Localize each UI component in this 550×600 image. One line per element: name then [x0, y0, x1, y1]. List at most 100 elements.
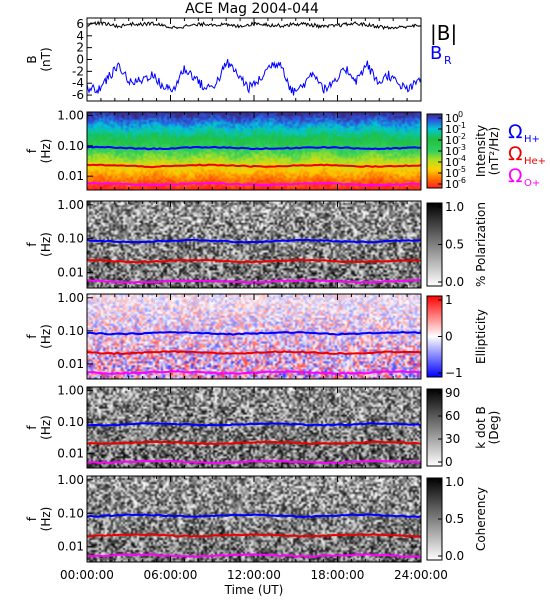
colorbar-tick-exp-1-6: -6	[458, 176, 466, 185]
y-tick-label-4-2: 0.01	[57, 447, 84, 461]
colorbar-tick-label-3-0: 1	[445, 293, 453, 307]
y-tick-label-1-1: 0.10	[57, 139, 84, 153]
spectrogram-3	[87, 294, 421, 379]
spectrogram-5	[87, 476, 421, 562]
spectrogram-1	[87, 112, 421, 190]
series-line-1	[86, 58, 422, 96]
spectrogram-layer	[87, 112, 421, 562]
x-tick-label-4: 24:00:00	[394, 568, 448, 582]
colorbar-label-5: Coherency	[474, 487, 488, 551]
colorbar-tick-exp-1-4: -4	[458, 154, 466, 163]
gyro-line-O+-panel-2	[86, 278, 422, 284]
colorbar-tick-label-1-5: 10	[445, 167, 459, 180]
y-label-2: f	[25, 242, 39, 247]
y-tick-label-4-1: 0.10	[57, 415, 84, 429]
y-tick-label-4-0: 1.00	[57, 384, 84, 398]
gyro-line-H+-panel-1	[86, 145, 422, 151]
legend-BR-sub: R	[444, 54, 452, 67]
colorbar-tick-label-2-1: 0.5	[445, 238, 464, 252]
colorbar-tick-label-5-0: 1.0	[445, 475, 464, 489]
y-tick-label-0-0: 6	[76, 17, 84, 31]
y-unit-4: (Hz)	[39, 415, 53, 440]
x-axis-label: Time (UT)	[224, 583, 284, 597]
colorbar-tick-exp-1-1: -1	[458, 121, 466, 130]
gyro-line-H+-panel-3	[86, 330, 422, 336]
y-label-0: B	[25, 55, 39, 63]
colorbar-label-1: Intensity	[474, 125, 488, 177]
y-tick-label-3-0: 1.00	[57, 291, 84, 305]
legend-ion-0: H+	[524, 134, 540, 145]
x-tick-label-3: 18:00:00	[311, 568, 365, 582]
colorbar-tick-label-1-6: 10	[445, 178, 459, 191]
colorbar-tick-label-5-2: 0.0	[445, 549, 464, 563]
colorbar-tick-label-2-0: 1.0	[445, 200, 464, 214]
y-tick-label-0-5: -4	[72, 76, 84, 90]
y-tick-label-0-2: 2	[76, 41, 84, 55]
legend-omega-0: Ω	[508, 121, 523, 143]
colorbar-label-3: Ellipticity	[474, 309, 488, 364]
colorbar-tick-label-4-1: 60	[445, 409, 460, 423]
gyro-line-He+-panel-5	[86, 533, 422, 538]
colorbar-label-4: k dot B	[474, 406, 488, 448]
frame-layer	[86, 17, 443, 563]
gyro-line-H+-panel-5	[86, 513, 422, 519]
x-tick-label-1: 06:00:00	[144, 568, 198, 582]
gyro-line-O+-panel-5	[87, 553, 422, 558]
y-unit-3: (Hz)	[39, 324, 53, 349]
y-label-5: f	[25, 516, 39, 521]
y-tick-label-2-0: 1.00	[57, 198, 84, 212]
gyro-line-H+-panel-2	[86, 238, 422, 244]
colorbar-tick-label-1-3: 10	[445, 145, 459, 158]
y-tick-label-5-2: 0.01	[57, 540, 84, 554]
colorbar-label-2: % Polarization	[474, 202, 488, 287]
gyro-line-He+-panel-4	[86, 440, 422, 446]
series-line-0	[86, 20, 422, 31]
y-tick-label-2-1: 0.10	[57, 232, 84, 246]
y-tick-label-3-1: 0.10	[57, 324, 84, 338]
legend-BR: B	[430, 43, 442, 64]
y-tick-label-5-0: 1.00	[57, 473, 84, 487]
spectrogram-4	[87, 387, 421, 468]
y-label-3: f	[25, 334, 39, 339]
legend-ion-1: He+	[524, 156, 546, 167]
gyro-line-O+-panel-4	[86, 459, 422, 465]
y-tick-label-3-2: 0.01	[57, 357, 84, 371]
colorbar-tick-exp-1-5: -5	[458, 165, 466, 174]
legend-Bmag: |B|	[430, 21, 457, 45]
y-label-1: f	[25, 148, 39, 153]
gyro-line-H+-panel-4	[86, 422, 422, 427]
x-tick-label-2: 12:00:00	[227, 568, 281, 582]
data-line-layer	[86, 20, 422, 558]
gyro-line-He+-panel-3	[86, 350, 422, 356]
y-tick-label-2-2: 0.01	[57, 266, 84, 280]
colorbar-tick-exp-1-0: 0	[458, 110, 463, 119]
y-tick-label-1-2: 0.01	[57, 169, 84, 183]
colorbar-tick-exp-1-2: -2	[458, 132, 466, 141]
y-tick-label-5-1: 0.10	[57, 506, 84, 520]
colorbar-tick-label-1-0: 10	[445, 112, 459, 125]
y-tick-label-0-4: -2	[72, 64, 84, 78]
gyro-line-He+-panel-2	[86, 258, 422, 264]
colorbar-tick-label-5-1: 0.5	[445, 512, 464, 526]
gyro-line-He+-panel-1	[86, 163, 422, 169]
legend-omega-1: Ω	[508, 143, 523, 165]
colorbar-tick-label-4-0: 90	[445, 386, 460, 400]
colorbar-tick-label-1-1: 10	[445, 123, 459, 136]
colorbar-tick-label-4-3: 0	[445, 455, 453, 469]
y-unit-1: (Hz)	[39, 139, 53, 164]
gyro-line-O+-panel-3	[86, 370, 422, 375]
y-unit-5: (Hz)	[39, 507, 53, 532]
panel-frame-0	[86, 17, 422, 102]
y-unit-2: (Hz)	[39, 232, 53, 257]
colorbar-unit-4: (Deg)	[487, 411, 501, 445]
colorbar-4	[426, 388, 443, 467]
spectrogram-2	[87, 201, 421, 288]
colorbar-tick-label-2-2: 0.0	[445, 275, 464, 289]
y-tick-label-1-0: 1.00	[57, 108, 84, 122]
colorbar-tick-label-3-2: −1	[445, 366, 463, 380]
colorbar-unit-1: (nT²/Hz)	[487, 127, 501, 175]
y-tick-label-0-6: -6	[72, 88, 84, 102]
legend-omega-2: Ω	[508, 165, 523, 187]
